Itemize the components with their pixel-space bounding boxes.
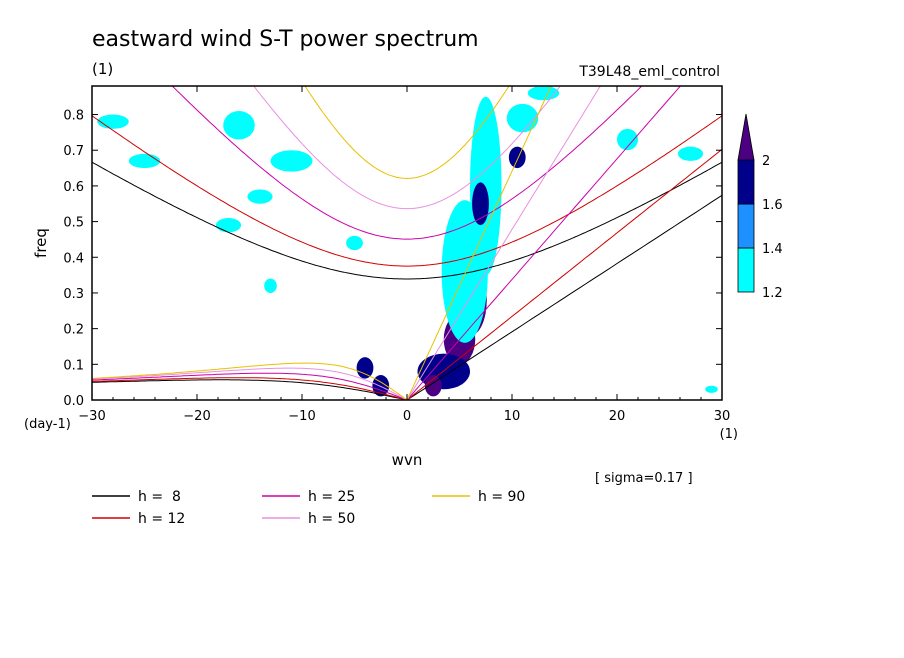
y-tick-label: 0.0 (63, 394, 84, 409)
x-tick-label: 20 (609, 409, 626, 424)
legend-label: h = 12 (138, 511, 185, 527)
legend-label: h = 8 (138, 489, 181, 505)
chart-title: eastward wind S-T power spectrum (92, 27, 479, 52)
chart-unit-label: (1) (92, 60, 113, 78)
spectral-peak-15 (97, 114, 129, 129)
x-tick-label: −10 (288, 409, 315, 424)
dispersion-curve-h25-kelvin (406, 86, 682, 400)
y-unit-label: (day-1) (24, 417, 71, 432)
dispersion-curve-h8-rossby (92, 379, 408, 400)
sigma-note: [ sigma=0.17 ] (595, 471, 693, 486)
dispersion-curve-h12-rossby (92, 377, 408, 400)
spectral-peak-10 (270, 150, 313, 172)
colorbar-label: 1.6 (762, 198, 783, 213)
y-axis-label: freq (32, 228, 50, 258)
x-axis-ticks: −30 −20 −10 0 10 20 30 (78, 86, 730, 424)
spectral-peak-12 (215, 218, 242, 233)
x-tick-label: 30 (714, 409, 731, 424)
spectral-peak-20 (677, 146, 704, 161)
x-tick-label: −30 (78, 409, 105, 424)
colorbar-swatch (737, 247, 755, 293)
spectral-peak-5 (472, 182, 489, 226)
y-tick-label: 0.3 (63, 287, 84, 302)
y-axis-ticks: 0.0 0.1 0.2 0.3 0.4 0.5 0.6 0.7 0.8 (63, 109, 722, 409)
y-tick-label: 0.6 (63, 180, 84, 195)
x-axis-label: wvn (392, 451, 423, 469)
dispersion-curve-h50-ig (253, 86, 561, 210)
colorbar-arrow (737, 113, 755, 161)
spectral-peaks (97, 86, 718, 397)
legend-label: h = 50 (308, 511, 355, 527)
dispersion-curve-h12-kelvin (406, 148, 722, 400)
y-tick-label: 0.2 (63, 323, 84, 338)
colorbar-label: 1.4 (762, 242, 783, 257)
dispersion-curve-h8-kelvin (406, 194, 722, 400)
dispersion-curves (92, 86, 722, 400)
spectral-peak-18 (508, 146, 526, 169)
dispersion-curve-h8-ig (92, 161, 722, 280)
dispersion-curve-h12-ig (92, 115, 722, 267)
dispersion-curve-h90-rossby (92, 362, 408, 400)
colorbar-label: 1.2 (762, 286, 783, 301)
dispersion-curve-h50-rossby (92, 367, 408, 400)
legend: h = 8 h = 12 h = 25 h = 50 h = 90 (92, 489, 525, 527)
dispersion-curve-h90-ig (304, 86, 510, 179)
dispersion-curve-h90-kelvin (406, 86, 552, 400)
legend-label: h = 90 (478, 489, 525, 505)
colorbar: 1.2 1.4 1.6 2 (737, 113, 783, 301)
spectral-peak-9 (372, 375, 390, 397)
y-tick-label: 0.5 (63, 216, 84, 231)
dispersion-curve-h50-kelvin (406, 86, 601, 400)
spectral-peak-16 (506, 103, 539, 133)
x-tick-label: 0 (403, 409, 411, 424)
spectral-peak-11 (223, 110, 255, 140)
x-tick-label: 10 (504, 409, 521, 424)
spectral-peak-21 (346, 235, 363, 251)
y-tick-label: 0.8 (63, 109, 84, 124)
y-tick-label: 0.7 (63, 144, 84, 159)
run-label: T39L48_eml_control (578, 64, 720, 80)
colorbar-label: 2 (762, 154, 770, 169)
spectral-peak-13 (247, 189, 273, 204)
x-tick-label: −20 (183, 409, 210, 424)
spectral-peak-19 (617, 128, 638, 151)
x-unit-label: (1) (720, 427, 738, 442)
spectral-peak-23 (705, 385, 718, 393)
spectral-peak-14 (128, 153, 161, 169)
colorbar-swatch (737, 203, 755, 249)
dispersion-curve-h25-rossby (92, 372, 408, 400)
legend-label: h = 25 (308, 489, 355, 505)
dispersion-curve-h25-ig (171, 86, 643, 240)
spectral-peak-22 (264, 278, 277, 293)
y-tick-label: 0.1 (63, 358, 84, 373)
spectral-peak-7 (424, 375, 442, 397)
spectral-peak-4 (470, 96, 502, 276)
y-tick-label: 0.4 (63, 251, 84, 266)
spectral-peak-8 (356, 357, 374, 379)
colorbar-swatch (737, 159, 755, 205)
